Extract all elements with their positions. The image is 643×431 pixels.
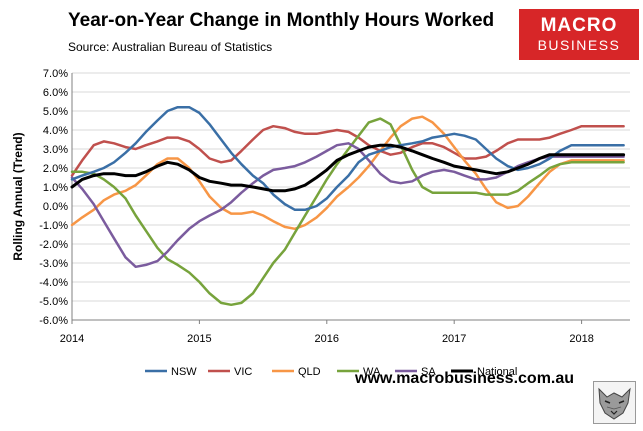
- wolf-icon: [593, 381, 636, 424]
- legend-label-sa: SA: [421, 366, 436, 378]
- x-tick-label: 2016: [315, 333, 339, 345]
- y-tick-label: 2.0%: [43, 163, 68, 175]
- legend-label-vic: VIC: [234, 366, 252, 378]
- gridlines: [72, 72, 630, 321]
- legend-label-qld: QLD: [298, 366, 321, 378]
- y-tick-label: 4.0%: [43, 125, 68, 137]
- axes: [71, 73, 630, 324]
- legend-label-national: National: [477, 366, 517, 378]
- y-tick-label: 3.0%: [43, 144, 68, 156]
- y-tick-label: 1.0%: [43, 182, 68, 194]
- y-tick-label: -1.0%: [39, 220, 68, 232]
- logo-line-1: MACRO: [540, 15, 618, 36]
- series-line-national: [70, 143, 626, 193]
- y-tick-label: 0.0%: [43, 201, 68, 213]
- series-line-nsw: [70, 105, 625, 212]
- legend: NSW VIC QLD WA SA National: [145, 366, 517, 378]
- x-tick-label: 2017: [442, 333, 466, 345]
- y-axis-label: Rolling Annual (Trend): [11, 132, 25, 260]
- legend-label-nsw: NSW: [171, 366, 197, 378]
- x-tick-label: 2018: [569, 333, 593, 345]
- y-tick-label: 6.0%: [43, 87, 68, 99]
- series-line-wa: [70, 117, 625, 307]
- y-tick-label: -3.0%: [39, 258, 68, 270]
- tick-labels: -6.0% -5.0% -4.0% -3.0% -2.0% -1.0% 0.0% 1.0% 2.…: [39, 68, 594, 345]
- series-line-sa: [70, 142, 625, 269]
- series-lines: [70, 105, 626, 307]
- y-tick-label: -5.0%: [39, 296, 68, 308]
- y-tick-label: -6.0%: [39, 315, 68, 327]
- y-tick-label: -2.0%: [39, 239, 68, 251]
- x-tick-label: 2015: [187, 333, 211, 345]
- y-tick-label: 5.0%: [43, 106, 68, 118]
- brand-logo: MACRO BUSINESS: [519, 9, 639, 60]
- series-line-vic: [70, 124, 625, 177]
- y-tick-label: 7.0%: [43, 68, 68, 80]
- website-url: www.macrobusiness.com.au: [355, 370, 575, 387]
- x-tick-label: 2014: [60, 333, 84, 345]
- source-note: Source: Australian Bureau of Statistics: [68, 40, 273, 54]
- legend-label-wa: WA: [363, 366, 381, 378]
- logo-line-2: BUSINESS: [537, 37, 621, 53]
- page-title: Year-on-Year Change in Monthly Hours Wor…: [68, 10, 495, 31]
- series-line-qld: [70, 115, 625, 231]
- y-tick-label: -4.0%: [39, 277, 68, 289]
